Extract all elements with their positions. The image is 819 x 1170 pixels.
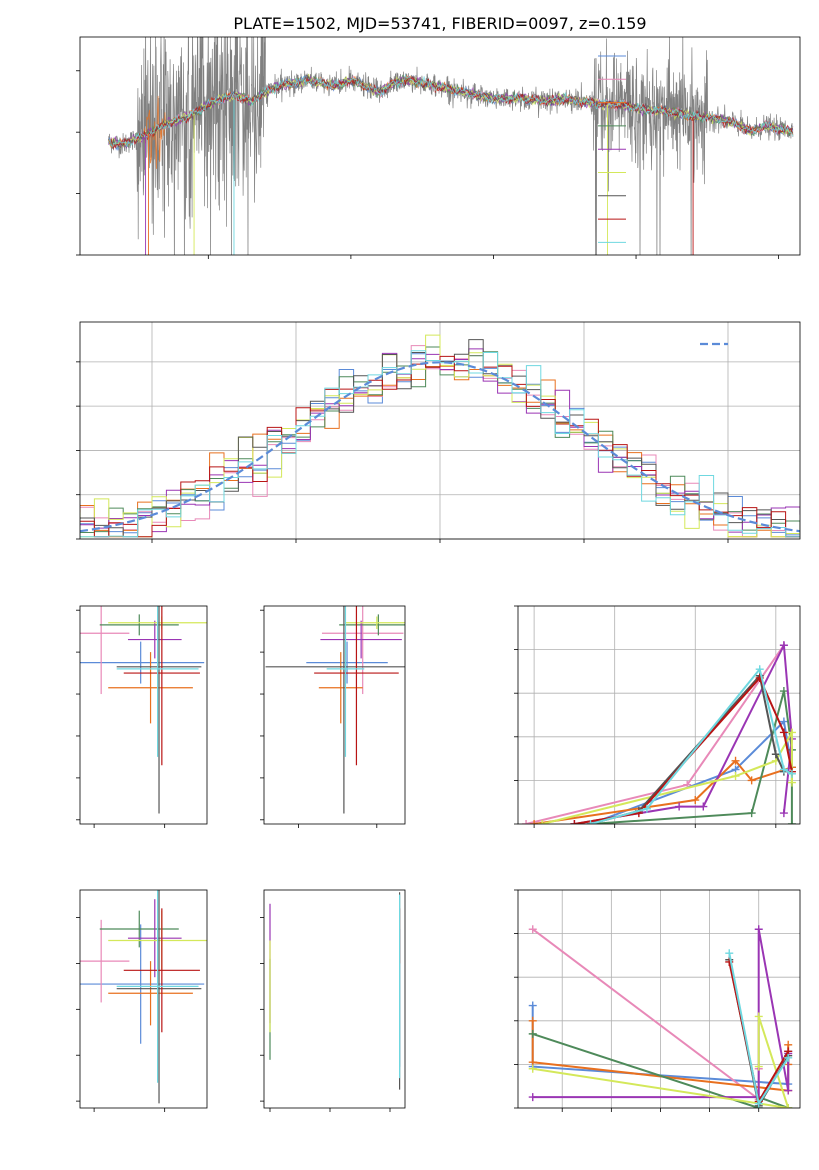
mass-weight-marker [528,1064,537,1073]
spectrum-frame [79,36,801,256]
mass-weight-marker [784,1053,793,1062]
mass-weight-marker [528,925,537,934]
mass-weight-marker [528,1016,537,1025]
plots-layer [76,36,801,1112]
age-vs-mass-frame [263,605,406,825]
mass-weight-marker [754,1012,763,1021]
mass-vs-z-frame [79,889,208,1109]
mass-weight-marker [747,809,756,818]
mass-weight-marker [787,728,796,737]
mass-weight-line [590,719,793,824]
mass-weight-vs-age-frame [517,605,801,825]
mass-weight-marker [642,804,651,813]
residual-histogram [80,355,800,538]
age-vs-mass-points [265,606,405,814]
mass-vs-ebv-axes [260,889,406,1112]
residual-histograms [80,334,800,538]
mass-weight-marker [699,802,708,811]
mass-weight-marker [787,769,796,778]
age-vs-z-axes [76,605,208,828]
mass-weight-line [574,641,793,824]
spectrum-axes [76,36,801,259]
mass-weight-marker [779,641,788,650]
spectrum-model-line [108,73,794,148]
mass-weight-marker [779,728,788,737]
spectrum-lines [108,37,794,255]
mass-weight-vs-age-series [522,641,796,824]
mass-weight-marker [754,1099,763,1108]
mass-weight-marker [787,778,796,787]
mass-weight-marker [528,1001,537,1010]
mass-weight-marker [538,820,547,824]
figure-title: PLATE=1502, MJD=53741, FIBERID=0097, z=0… [233,14,646,33]
age-vs-z-frame [79,605,208,825]
normal-curve [80,361,800,533]
mass-weight-marker [731,772,740,781]
mass-weight-marker [771,750,780,759]
mass-vs-ebv-points [269,892,401,1090]
mass-weight-marker [779,687,788,696]
mass-weight-marker [725,949,734,958]
mass-weight-marker [570,820,579,824]
mass-weight-marker [747,776,756,785]
mass-vs-z-points [80,890,207,1104]
mass-vs-z-axes [76,889,208,1112]
mass-weight-marker [691,796,700,805]
age-vs-z-points [80,606,207,814]
mass-weight-vs-age-axes [514,605,801,828]
mass-weight-marker [522,820,531,824]
age-vs-mass-axes [260,605,406,828]
mass-weight-marker [675,802,684,811]
mass-weight-marker [754,925,763,934]
mass-weight-marker [528,1093,537,1102]
spectrum-data-line [108,37,794,255]
mass-weight-marker [784,1086,793,1095]
mass-weight-marker [755,665,764,674]
residuals-axes [76,321,801,543]
mass-weight-vs-z-frame [517,889,801,1109]
mass-weight-marker [530,820,539,824]
mass-vs-ebv-frame [263,889,406,1109]
spectrum-legend [598,55,626,243]
mass-weight-marker [528,1029,537,1038]
mass-weight-marker [779,717,788,726]
mass-weight-marker [787,820,796,824]
mass-weight-line [532,1016,790,1108]
mass-weight-marker [731,756,740,765]
mass-weight-marker [779,809,788,818]
mass-weight-marker [779,765,788,774]
mass-weight-marker [586,820,595,824]
mass-weight-vs-z-series [528,925,793,1108]
mass-weight-marker [784,1104,793,1108]
mass-weight-vs-z-axes [514,889,801,1112]
residuals-frame [79,321,801,540]
mass-weight-marker [754,1062,763,1071]
